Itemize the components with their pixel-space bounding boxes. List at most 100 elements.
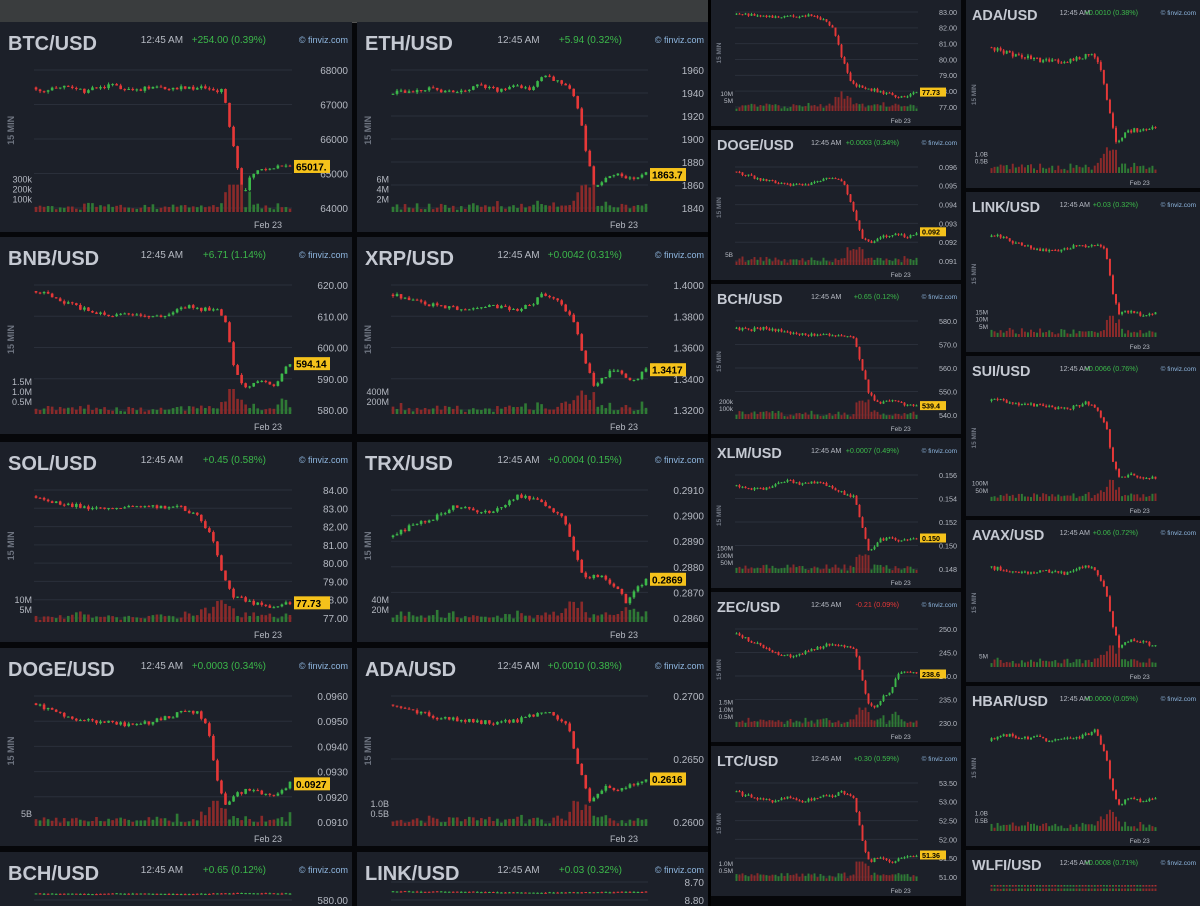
chart-panel-ada[interactable]: 0.2700 0.2650 0.2600 ADA/USD 12:45 AM +0.0010…	[357, 648, 708, 846]
volume-bar	[484, 205, 487, 212]
volume-bar	[423, 209, 427, 212]
candle-body	[260, 790, 264, 795]
volume-bar	[900, 719, 903, 727]
candle-body	[463, 891, 467, 893]
candle-body	[897, 400, 900, 402]
candle-body	[548, 892, 551, 894]
volume-bar	[990, 168, 993, 173]
chart-panel-doge[interactable]: 0.0960 0.0950 0.0940 0.0930 0.0920 0.0910 DOGE…	[0, 648, 352, 846]
chart-panel-ada-small[interactable]: ADA/USD 12:45 AM +0.0010 (0.38%) © finviz.c…	[966, 0, 1200, 188]
volume-bar	[75, 612, 78, 622]
candle-body	[528, 892, 531, 894]
chart-panel-sol-small[interactable]: 83.00 82.00 81.00 80.00 79.00 78.00 77.00 15 MI…	[711, 0, 961, 126]
candle-body	[831, 25, 834, 28]
chart-panel-bch[interactable]: 580.00 BCH/USD 12:45 AM +0.65 (0.12%) © finv…	[0, 852, 352, 906]
candle-body	[813, 15, 816, 17]
candle-body	[220, 893, 223, 895]
candle-body	[744, 795, 747, 797]
volume-bar	[508, 818, 511, 826]
chart-panel-sol[interactable]: 84.00 83.00 82.00 81.00 80.00 79.00 78.00 77.00…	[0, 442, 352, 642]
y-tick-label: 1900	[682, 135, 705, 146]
volume-bar	[846, 878, 849, 881]
chart-panel-btc[interactable]: 68000 67000 66000 65000 64000 BTC/USD 12:45 AM…	[0, 22, 352, 232]
volume-bar	[825, 718, 828, 727]
candle-body	[993, 738, 996, 740]
volume-bar	[548, 205, 551, 212]
chart-panel-hbar-small[interactable]: HBAR/USD 12:45 AM +0.0000 (0.05%) © finviz.…	[966, 686, 1200, 846]
chart-panel-link-small[interactable]: LINK/USD 12:45 AM +0.03 (0.32%) © finviz.co…	[966, 192, 1200, 352]
candle-body	[1087, 246, 1090, 248]
chart-panel-eth[interactable]: 1960 1940 1920 1900 1880 1860 1840 ETH/USD 12:45…	[357, 22, 708, 232]
candle-body	[852, 795, 855, 799]
candle-body	[232, 588, 235, 598]
candle-body	[1020, 55, 1023, 58]
candle-body	[46, 708, 50, 710]
volume-bar	[399, 819, 403, 826]
volume-bar	[852, 874, 855, 881]
candle-body	[843, 181, 846, 185]
candle-body	[34, 87, 38, 90]
candle-body	[876, 238, 879, 242]
volume-bar	[861, 249, 864, 265]
candle-body	[1020, 403, 1023, 406]
chart-panel-sui-small[interactable]: SUI/USD 12:45 AM +0.0066 (0.76%) © finviz.c…	[966, 356, 1200, 516]
chart-panel-trx[interactable]: 0.2910 0.2900 0.2890 0.2880 0.2870 0.2860 TRX/…	[357, 442, 708, 642]
candle-body	[616, 790, 620, 792]
volume-bar	[87, 202, 90, 212]
chart-panel-xrp[interactable]: 1.4000 1.3800 1.3600 1.3400 1.3200 XRP/USD 12:…	[357, 237, 708, 434]
volume-bar	[765, 564, 768, 573]
volume-bar	[288, 407, 292, 414]
y-tick-label: 0.091	[939, 257, 957, 266]
candle-body	[435, 303, 439, 306]
volume-bar	[1148, 824, 1151, 831]
candle-body	[837, 35, 840, 45]
chart-panel-link[interactable]: 8.80 8.70 LINK/USD 12:45 AM +0.03 (0.32%) © f…	[357, 852, 708, 906]
candle-body	[508, 720, 511, 723]
candle-body	[403, 90, 407, 93]
volume-bar	[837, 411, 840, 419]
candle-body	[512, 719, 515, 723]
chart-panel-wlfi-small[interactable]: WLFI/USD 12:45 AM +0.0008 (0.71%) © finviz.…	[966, 850, 1200, 906]
chart-panel-xlm-small[interactable]: 0.156 0.154 0.152 0.150 0.148 XLM/USD 12:45 AM…	[711, 438, 961, 588]
candle-body	[1045, 738, 1048, 742]
candle-body	[1014, 885, 1017, 887]
source-label: © finviz.com	[299, 455, 348, 465]
volume-bar	[171, 616, 175, 622]
candle-body	[70, 503, 74, 507]
volume-tick-label: 5M	[979, 324, 988, 331]
volume-bar	[276, 203, 280, 212]
chart-panel-ltc-small[interactable]: 53.50 53.00 52.50 52.00 51.50 51.00 LTC/USD 12:…	[711, 746, 961, 896]
candle-body	[846, 646, 849, 648]
candle-body	[906, 856, 909, 858]
chart-panel-avax-small[interactable]: AVAX/USD 12:45 AM +0.06 (0.72%) © finviz.co…	[966, 520, 1200, 682]
volume-bar	[762, 261, 765, 265]
candle-body	[496, 721, 499, 725]
volume-bar	[1069, 495, 1072, 501]
candle-body	[876, 542, 879, 547]
candle-body	[1005, 570, 1008, 572]
chart-panel-bch-small[interactable]: 580.0 570.0 560.0 550.0 540.0 BCH/USD 12:45 AM…	[711, 284, 961, 434]
candle-body	[1127, 641, 1130, 643]
candle-body	[640, 584, 644, 587]
y-tick-label: 0.0960	[317, 692, 348, 703]
candle-body	[572, 314, 576, 323]
candle-body	[1011, 571, 1014, 573]
time-label: 12:45 AM	[141, 35, 183, 46]
candle-body	[75, 718, 78, 721]
volume-bar	[212, 205, 215, 212]
chart-panel-doge-small[interactable]: 0.096 0.095 0.094 0.093 0.092 0.091 DOGE/USD 12…	[711, 130, 961, 280]
volume-bar	[888, 260, 891, 265]
candle-body	[423, 521, 427, 523]
volume-bar	[804, 261, 807, 265]
y-tick-label: 78.00	[939, 87, 957, 96]
volume-bar	[1075, 888, 1078, 891]
candle-body	[777, 329, 780, 332]
volume-bar	[1020, 888, 1023, 891]
candle-body	[1111, 447, 1114, 462]
volume-bar	[822, 568, 825, 573]
chart-panel-zec-small[interactable]: 250.0 245.0 240.0 235.0 230.0 ZEC/USD 12:45 AM…	[711, 592, 961, 742]
candle-body	[171, 717, 175, 719]
candle-body	[1121, 476, 1124, 478]
chart-panel-bnb[interactable]: 620.00 610.00 600.00 590.00 580.00 BNB/USD 12:…	[0, 237, 352, 434]
candle-body	[620, 173, 624, 177]
